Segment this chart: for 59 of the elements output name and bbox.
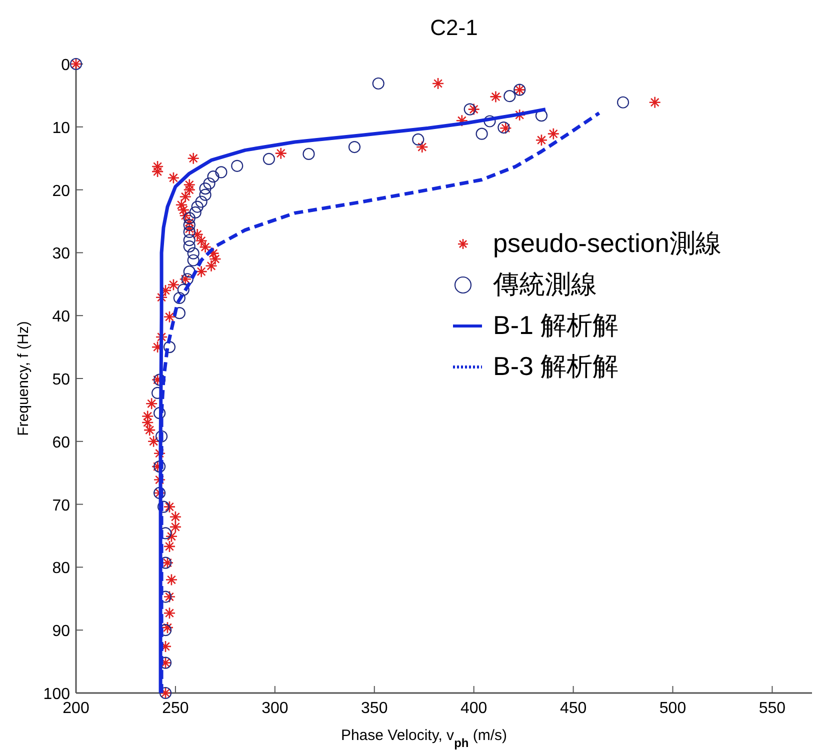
- point: [203, 177, 216, 190]
- point: [302, 148, 315, 160]
- point: [504, 90, 516, 102]
- point: [189, 206, 202, 218]
- point: [207, 170, 220, 183]
- point: [177, 284, 190, 296]
- point: [183, 226, 196, 238]
- x-tick-label: 350: [361, 700, 388, 717]
- point: [163, 341, 176, 354]
- legend-label: pseudo-section測線: [493, 228, 722, 258]
- y-axis-title: Frequency, f (Hz): [15, 321, 32, 436]
- y-tick-label: 50: [52, 372, 70, 388]
- point: [187, 247, 200, 260]
- x-tick-label: 200: [62, 700, 90, 717]
- y-tick-label: 60: [52, 434, 70, 452]
- x-tick-label: 300: [262, 700, 288, 717]
- point: [199, 182, 212, 195]
- point: [215, 166, 228, 178]
- point: [616, 96, 630, 108]
- y-tick-label: 70: [52, 497, 70, 514]
- point: [183, 212, 196, 224]
- y-tick-label: 80: [52, 560, 70, 578]
- legend-label: 傳統測線: [492, 269, 597, 299]
- y-tick-label: 30: [52, 246, 70, 263]
- legend-label: B-1 解析解: [493, 310, 619, 340]
- x-tick-label: 400: [460, 700, 488, 717]
- x-tick-label: 550: [758, 700, 786, 717]
- y-tick-label: 90: [52, 623, 70, 640]
- point: [262, 152, 275, 166]
- point: [183, 240, 196, 252]
- point: [157, 500, 170, 513]
- point: [195, 196, 208, 208]
- point: [464, 103, 476, 116]
- point: [183, 218, 196, 232]
- y-tick-label: 10: [52, 120, 70, 137]
- point: [476, 128, 488, 140]
- point: [412, 133, 424, 146]
- point: [173, 307, 186, 320]
- point: [153, 407, 166, 420]
- y-tick-label: 0: [61, 57, 70, 74]
- point: [191, 200, 204, 213]
- x-axis-title: Phase Velocity, v$_{ph}$ (m/s): [340, 727, 508, 750]
- y-tick-label: 40: [52, 308, 70, 326]
- point: [372, 77, 384, 90]
- point: [231, 160, 244, 172]
- point: [155, 430, 168, 442]
- point: [173, 292, 186, 304]
- point: [484, 115, 496, 128]
- chart-title: C2-1: [430, 15, 478, 40]
- y-tick-label: 100: [43, 686, 70, 703]
- point: [199, 188, 212, 201]
- legend-label: B-3 解析解: [493, 351, 619, 381]
- x-tick-label: 250: [162, 700, 189, 717]
- point: [183, 234, 196, 246]
- point: [187, 254, 200, 266]
- point: [348, 140, 361, 154]
- x-tick-label: 500: [659, 700, 686, 717]
- y-tick-label: 20: [52, 182, 70, 200]
- x-tick-label: 450: [560, 700, 587, 717]
